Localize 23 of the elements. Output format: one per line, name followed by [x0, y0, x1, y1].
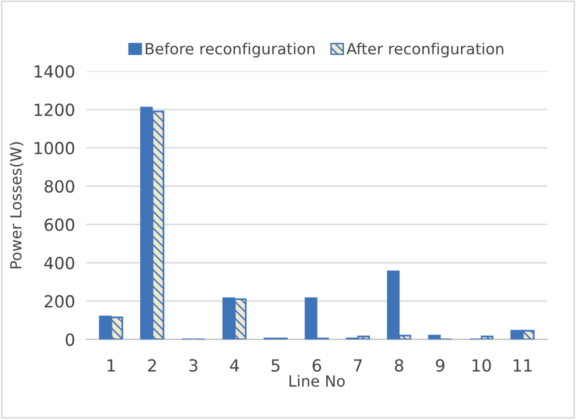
- y-tick-label: 1400: [34, 65, 74, 78]
- y-tick-label: 1000: [34, 142, 74, 154]
- x-tick-label: 4: [230, 359, 239, 372]
- x-tick-label: 3: [189, 359, 198, 372]
- y-tick-label: 1200: [34, 104, 74, 116]
- x-tick-label: 9: [436, 359, 444, 372]
- legend-label: Before reconfiguration: [146, 42, 314, 58]
- y-axis-title: Power Losses(W): [10, 142, 24, 268]
- x-tick-label: 7: [354, 359, 362, 372]
- x-axis-title: Line No: [290, 374, 345, 387]
- y-tick-label: 200: [44, 295, 74, 308]
- x-tick-label: 2: [148, 359, 156, 372]
- x-tick-label: 6: [312, 359, 322, 372]
- x-tick-label: 11: [514, 359, 532, 372]
- x-tick-label: 5: [272, 359, 280, 372]
- y-tick-label: 400: [44, 256, 74, 270]
- legend-label: After reconfiguration: [346, 42, 504, 58]
- y-tick-label: 0: [66, 333, 74, 346]
- y-tick-label: 600: [44, 218, 74, 232]
- x-tick-label: 1: [108, 359, 115, 372]
- y-tick-label: 800: [44, 180, 74, 193]
- x-tick-label: 10: [472, 359, 491, 372]
- x-tick-label: 8: [394, 359, 404, 372]
